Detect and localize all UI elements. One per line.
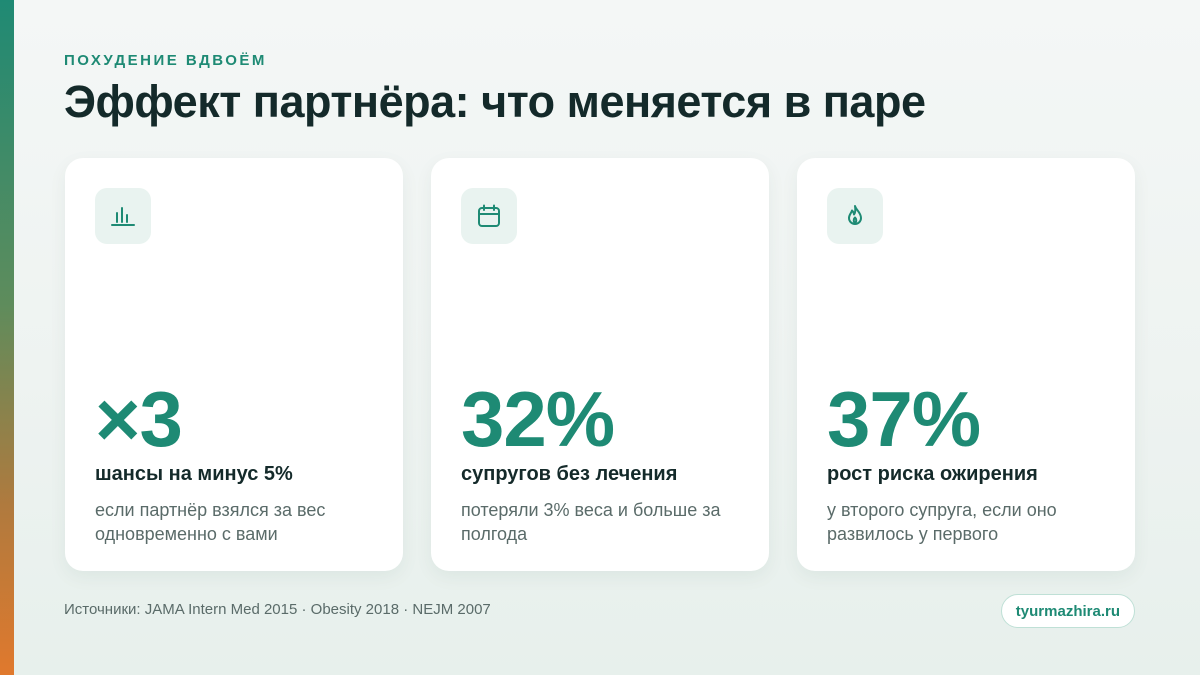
stat-value: ×3 [95, 375, 183, 463]
flame-icon [827, 188, 883, 244]
stat-description: если партнёр взялся за вес одновременно … [95, 500, 326, 544]
stat-label: шансы на минус 5% [95, 463, 293, 485]
site-link[interactable]: tyurmazhira.ru [1000, 594, 1135, 628]
stat-card-partner-chance: ×3 шансы на минус 5% если партнёр взялся… [65, 158, 403, 571]
stat-card-obesity-risk: 37% рост риска ожирения у второго супруг… [797, 158, 1135, 571]
page-title: Эффект партнёра: что меняется в паре [64, 76, 926, 127]
stat-card-spouses-untreated: 32% супругов без лечения потеряли 3% вес… [431, 158, 769, 571]
eyebrow-label: ПОХУДЕНИЕ ВДВОЁМ [64, 52, 267, 69]
calendar-icon [461, 188, 517, 244]
stat-label: рост риска ожирения [827, 463, 1038, 485]
side-accent-bar [0, 0, 14, 675]
stat-label: супругов без лечения [461, 463, 678, 485]
stat-value: 37% [827, 375, 981, 463]
sources-footnote: Источники: JAMA Intern Med 2015 · Obesit… [64, 601, 491, 618]
stat-value: 32% [461, 375, 615, 463]
stat-description: у второго супруга, если оно развилось у … [827, 500, 1057, 544]
bar-chart-icon [95, 188, 151, 244]
stat-description: потеряли 3% веса и больше за полгода [461, 500, 721, 544]
